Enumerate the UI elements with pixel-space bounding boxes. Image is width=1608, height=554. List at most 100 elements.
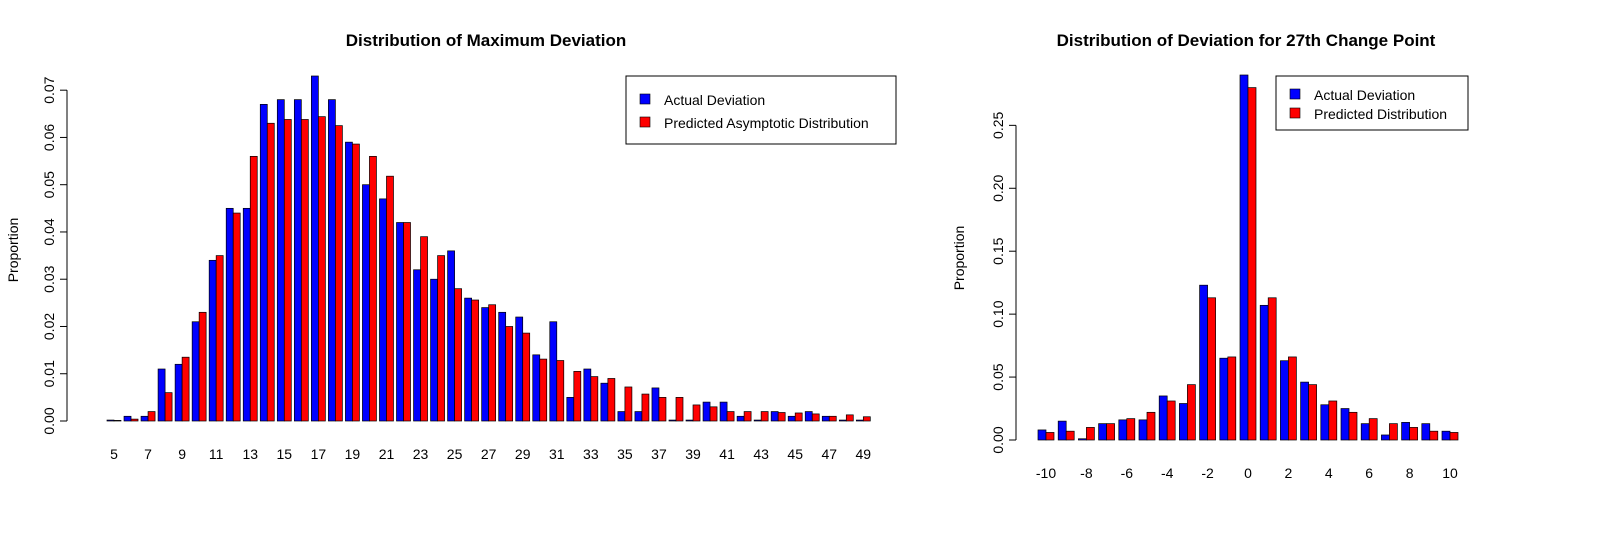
bar-actual-32: [566, 397, 575, 422]
bar-predicted-3: [1308, 384, 1317, 441]
x-tick-label: -4: [1161, 465, 1174, 481]
bar-actual--1: [1219, 357, 1229, 441]
bar-actual-38: [668, 419, 677, 422]
bar-predicted-29: [522, 332, 531, 422]
x-tick-label: 7: [144, 446, 152, 462]
bar-actual-44: [770, 411, 779, 422]
bar-actual-7: [140, 415, 149, 422]
bar-actual-10: [191, 321, 200, 422]
bar-actual-28: [498, 311, 507, 422]
bar-predicted-39: [692, 404, 701, 422]
x-tick-label: 13: [242, 446, 258, 462]
bar-predicted-46: [811, 413, 820, 422]
bar-predicted-16: [300, 119, 309, 422]
x-tick-label: 47: [821, 446, 837, 462]
bar-actual--9: [1057, 420, 1067, 441]
x-tick-label: 43: [753, 446, 769, 462]
chart-max-deviation: Distribution of Maximum Deviation Propor…: [5, 31, 897, 462]
bar-predicted-8: [164, 392, 173, 422]
legend-label-actual: Actual Deviation: [664, 92, 765, 108]
bar-actual--2: [1199, 284, 1208, 441]
bar-actual-24: [430, 278, 438, 422]
bar-actual-7: [1381, 434, 1390, 441]
legend-box: [625, 75, 897, 145]
bar-predicted-19: [352, 143, 360, 422]
bar-predicted-33: [590, 376, 599, 422]
bar-predicted-12: [232, 212, 241, 422]
y-tick-label: 0.04: [41, 218, 57, 245]
bar-predicted-41: [726, 411, 735, 422]
bar-actual-5: [1340, 408, 1350, 441]
bar-actual-21: [379, 198, 387, 422]
bar-actual-17: [311, 75, 319, 422]
bar-predicted--6: [1126, 418, 1136, 441]
bar-actual-37: [651, 387, 660, 422]
x-tick-label: 35: [617, 446, 633, 462]
y-tick-label: 0.15: [990, 237, 1006, 264]
bar-actual-22: [396, 222, 404, 422]
bar-actual-30: [532, 354, 541, 422]
bar-actual-47: [821, 415, 830, 422]
bar-actual--7: [1098, 423, 1107, 441]
x-tick-labels: -10 -8 -6 -4 -2 0 2 4 6 8 10: [1036, 465, 1458, 481]
bar-actual-0: [1239, 74, 1249, 441]
bar-predicted-18: [335, 125, 343, 422]
legend: Actual Deviation Predicted Asymptotic Di…: [625, 75, 897, 145]
bar-predicted-38: [675, 397, 684, 422]
y-axis-label: Proportion: [5, 218, 21, 283]
bar-predicted-47: [828, 415, 837, 422]
x-tick-label: 19: [345, 446, 361, 462]
bar-actual-13: [242, 207, 251, 422]
bar-predicted-8: [1409, 427, 1418, 441]
y-tick-label: 0.20: [990, 174, 1006, 201]
bar-predicted-35: [624, 386, 633, 422]
x-tick-label: 45: [787, 446, 803, 462]
bar-actual-5: [106, 419, 115, 422]
y-tick-label: 0.00: [41, 407, 57, 434]
legend: Actual Deviation Predicted Distribution: [1275, 75, 1469, 131]
bar-predicted--5: [1146, 411, 1156, 441]
x-tick-label: 29: [515, 446, 531, 462]
bar-predicted-0: [1247, 87, 1257, 441]
x-tick-label: 41: [719, 446, 735, 462]
bar-predicted-45: [794, 412, 803, 422]
x-tick-label: -8: [1080, 465, 1093, 481]
bars: [106, 75, 871, 422]
x-tick-label: 21: [379, 446, 395, 462]
chart-title: Distribution of Deviation for 27th Chang…: [1057, 31, 1436, 50]
bar-predicted-26: [471, 299, 479, 422]
x-tick-label: 31: [549, 446, 565, 462]
x-tick-label: 5: [110, 446, 118, 462]
bar-predicted-30: [539, 358, 548, 422]
bar-actual--3: [1179, 403, 1188, 441]
bar-predicted-5: [1348, 411, 1358, 441]
bar-predicted-24: [437, 255, 445, 422]
bar-predicted-43: [760, 411, 769, 422]
bar-predicted-22: [403, 222, 411, 422]
bar-predicted-49: [862, 416, 871, 422]
bar-actual-42: [736, 415, 745, 422]
bar-predicted-13: [249, 155, 258, 422]
bar-predicted-9: [181, 356, 190, 422]
bar-actual-35: [617, 411, 626, 422]
bar-actual-23: [413, 269, 421, 422]
x-tick-label: 10: [1442, 465, 1458, 481]
bar-actual-48: [838, 419, 847, 422]
bar-actual-40: [702, 401, 711, 422]
bar-predicted-27: [488, 304, 497, 422]
y-tick-label: 0.02: [41, 313, 57, 340]
bar-actual-8: [1401, 422, 1410, 441]
bar-actual-12: [225, 207, 234, 422]
bar-predicted-20: [369, 155, 377, 422]
x-tick-label: 6: [1365, 465, 1373, 481]
x-tick-label: 49: [856, 446, 872, 462]
bar-actual-49: [855, 419, 864, 422]
chart-title: Distribution of Maximum Deviation: [346, 31, 627, 50]
bar-actual--10: [1037, 429, 1047, 441]
bar-predicted-14: [266, 122, 275, 422]
x-tick-label: -10: [1036, 465, 1056, 481]
bar-predicted--8: [1086, 427, 1095, 441]
bar-predicted--3: [1187, 384, 1196, 441]
bar-predicted-44: [777, 412, 786, 422]
